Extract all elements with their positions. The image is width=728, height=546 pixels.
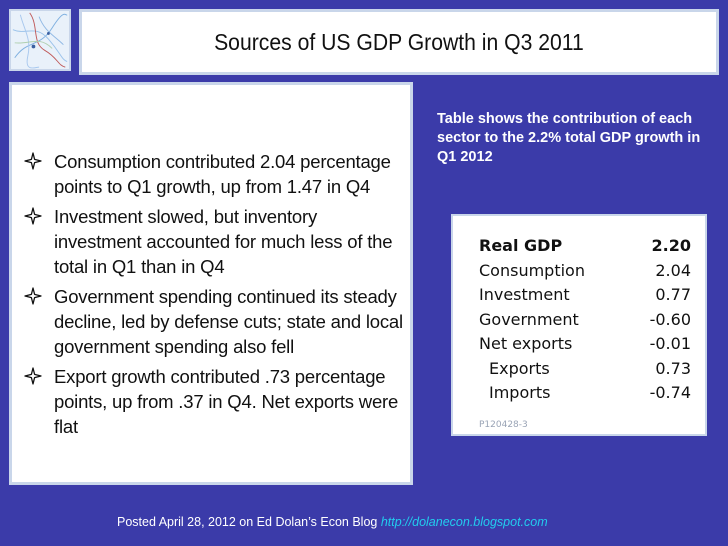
bullet-text: Export growth contributed .73 percentage… <box>54 366 399 437</box>
gdp-table-box: Real GDP 2.20 Consumption 2.04 Investmen… <box>451 214 707 436</box>
gdp-table: Real GDP 2.20 Consumption 2.04 Investmen… <box>479 234 691 406</box>
row-label: Investment <box>479 285 570 304</box>
row-value: -0.60 <box>649 309 691 329</box>
bullet-list: Consumption contributed 2.04 percentage … <box>24 149 409 444</box>
four-point-star-icon <box>24 152 44 172</box>
row-value: 0.73 <box>655 358 691 378</box>
page-title: Sources of US GDP Growth in Q3 2011 <box>214 28 584 55</box>
list-item: Export growth contributed .73 percentage… <box>24 364 409 439</box>
row-value: -0.01 <box>649 334 691 353</box>
title-box: Sources of US GDP Growth in Q3 2011 <box>79 9 719 75</box>
row-value: 2.04 <box>655 260 691 280</box>
footer-text: Posted April 28, 2012 on Ed Dolan’s Econ… <box>117 515 378 529</box>
four-point-star-icon <box>24 287 44 307</box>
decorative-logo-icon <box>9 9 71 71</box>
table-row: Exports 0.73 <box>479 357 691 382</box>
table-row: Government -0.60 <box>479 308 691 333</box>
footer: Posted April 28, 2012 on Ed Dolan’s Econ… <box>117 515 548 529</box>
row-label: Net exports <box>479 334 573 353</box>
bullet-panel: Consumption contributed 2.04 percentage … <box>9 82 413 485</box>
bullet-text: Consumption contributed 2.04 percentage … <box>54 151 391 197</box>
row-label: Consumption <box>479 260 585 280</box>
table-row: Real GDP 2.20 <box>479 234 691 259</box>
table-row: Investment 0.77 <box>479 283 691 308</box>
four-point-star-icon <box>24 367 44 387</box>
row-value: 2.20 <box>651 236 691 255</box>
row-label: Imports <box>489 383 551 402</box>
list-item: Consumption contributed 2.04 percentage … <box>24 149 409 199</box>
table-note: Table shows the contribution of each sec… <box>437 111 701 165</box>
row-label: Exports <box>489 358 550 378</box>
table-row: Imports -0.74 <box>479 381 691 406</box>
row-value: 0.77 <box>655 285 691 304</box>
list-item: Government spending continued its steady… <box>24 284 409 359</box>
row-value: -0.74 <box>649 383 691 402</box>
bullet-text: Investment slowed, but inventory investm… <box>54 206 393 277</box>
row-label: Real GDP <box>479 236 563 255</box>
bullet-text: Government spending continued its steady… <box>54 286 403 357</box>
four-point-star-icon <box>24 207 44 227</box>
row-label: Government <box>479 309 579 329</box>
table-row: Net exports -0.01 <box>479 332 691 357</box>
list-item: Investment slowed, but inventory investm… <box>24 204 409 279</box>
table-row: Consumption 2.04 <box>479 259 691 284</box>
blog-link[interactable]: http://dolanecon.blogspot.com <box>380 515 548 529</box>
table-code: P120428-3 <box>479 420 528 430</box>
